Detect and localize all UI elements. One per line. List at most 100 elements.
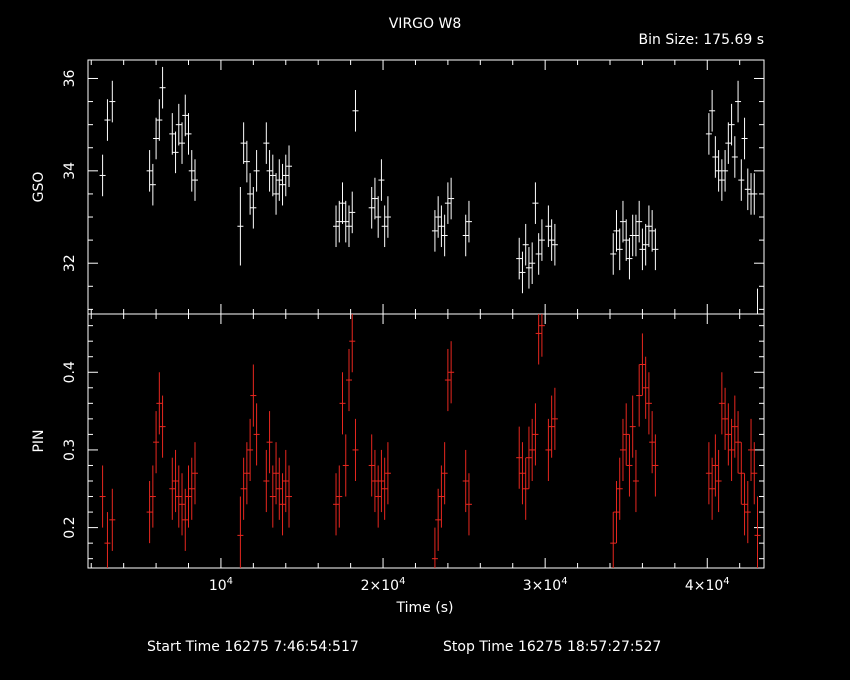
- pin-data-point: [619, 418, 626, 482]
- pin-data-point: [175, 465, 182, 528]
- pin-data-point: [378, 449, 385, 513]
- gso-data-point: [738, 159, 745, 201]
- pin-data-point: [185, 465, 192, 528]
- gso-data-point: [438, 205, 445, 248]
- gso-data-point: [156, 99, 163, 141]
- gso-data-point: [465, 200, 472, 243]
- gso-data-point: [333, 205, 340, 248]
- pin-data-point: [529, 418, 536, 482]
- gso-data-point: [185, 113, 192, 155]
- pin-data-point: [179, 473, 186, 536]
- gso-data-point: [345, 205, 352, 248]
- gso-data-point: [535, 233, 542, 275]
- pin-data-point: [146, 481, 153, 544]
- gso-data-point: [548, 219, 555, 261]
- gso-data-point: [610, 233, 617, 275]
- pin-data-point: [263, 449, 270, 513]
- pin-data-point: [286, 465, 293, 528]
- pin-data-point: [545, 418, 552, 482]
- gso-data-point: [722, 150, 729, 192]
- gso-data-point: [632, 214, 639, 257]
- x-tick-labels: 104 2×104 3×104 4×104: [209, 576, 730, 594]
- gso-y-ticks: 32 34 36: [62, 69, 764, 310]
- gso-data-point: [751, 173, 758, 215]
- gso-data-point: [532, 182, 539, 224]
- pin-data-point: [349, 314, 356, 373]
- pin-data-point: [182, 488, 189, 551]
- gso-data-point: [179, 122, 186, 164]
- gso-data-point: [266, 150, 273, 192]
- pin-data-point: [645, 372, 652, 435]
- gso-data-point: [381, 205, 388, 248]
- pin-data-point: [266, 411, 273, 474]
- gso-data-point: [712, 136, 719, 178]
- gso-data-point: [342, 200, 349, 243]
- x-tick-mantissa: 2×10: [361, 578, 399, 594]
- gso-data-point: [269, 154, 276, 197]
- gso-data-point: [519, 251, 526, 294]
- gso-data-point: [172, 131, 179, 174]
- gso-data-point: [375, 196, 382, 238]
- gso-y-tick-label: 32: [62, 254, 78, 272]
- gso-data-point: [368, 187, 375, 229]
- pin-data-point: [282, 449, 289, 513]
- pin-data-point: [448, 341, 455, 404]
- x-tick-label: 3×104: [523, 576, 568, 594]
- pin-data-point: [352, 418, 359, 482]
- pin-data-point: [156, 372, 163, 435]
- pin-data-point: [250, 364, 257, 427]
- gso-data-point: [149, 163, 156, 206]
- pin-data-point: [551, 387, 558, 450]
- pin-data-point: [339, 372, 346, 435]
- gso-data-point: [159, 66, 166, 109]
- gso-data-point: [175, 103, 182, 146]
- start-time-label: Start Time 16275 7:46:54:517: [147, 639, 359, 655]
- pin-data-point: [104, 512, 111, 568]
- gso-data-point: [431, 210, 438, 252]
- pin-data-point: [368, 434, 375, 497]
- gso-data-point: [336, 200, 343, 243]
- gso-data-point: [188, 150, 195, 192]
- gso-data-point: [263, 122, 270, 164]
- pin-data-point: [240, 457, 247, 520]
- pin-data-point: [342, 434, 349, 497]
- gso-data-point: [99, 154, 106, 197]
- bin-size-label: Bin Size: 175.69 s: [639, 32, 764, 48]
- gso-data-point: [636, 200, 643, 243]
- gso-data-point: [146, 150, 153, 192]
- pin-data-point: [336, 465, 343, 528]
- x-tick-mantissa: 10: [209, 578, 227, 594]
- pin-data-point: [652, 434, 659, 497]
- pin-data-point: [169, 457, 176, 520]
- pin-data-point: [712, 434, 719, 497]
- gso-data-point: [731, 136, 738, 178]
- pin-panel-frame: [87, 313, 765, 569]
- gso-data-point: [754, 288, 761, 315]
- pin-panel: 0.2 0.3 0.4 PIN: [31, 313, 765, 569]
- gso-data-point: [339, 182, 346, 224]
- pin-data-point: [629, 395, 636, 458]
- pin-data-point: [99, 465, 106, 528]
- pin-data-point: [441, 442, 448, 505]
- pin-y-tick-label: 0.3: [62, 439, 78, 461]
- gso-data-point: [371, 177, 378, 220]
- gso-data-point: [516, 237, 523, 280]
- pin-data-point: [636, 364, 643, 427]
- pin-data-point: [613, 481, 620, 544]
- pin-data-point: [623, 403, 630, 466]
- pin-data-point: [709, 457, 716, 520]
- gso-data-point: [718, 159, 725, 201]
- gso-data-point: [237, 187, 244, 266]
- gso-panel-frame: [87, 59, 765, 315]
- pin-data-point: [191, 442, 198, 505]
- pin-data-point: [522, 457, 529, 520]
- gso-data-point: [623, 219, 630, 261]
- gso-series: [99, 66, 761, 315]
- pin-data-point: [247, 418, 254, 482]
- pin-data-point: [751, 442, 758, 505]
- gso-data-point: [448, 177, 455, 220]
- x-tick-mantissa: 3×10: [523, 578, 561, 594]
- gso-data-point: [384, 196, 391, 238]
- gso-data-point: [626, 237, 633, 280]
- gso-data-point: [545, 205, 552, 248]
